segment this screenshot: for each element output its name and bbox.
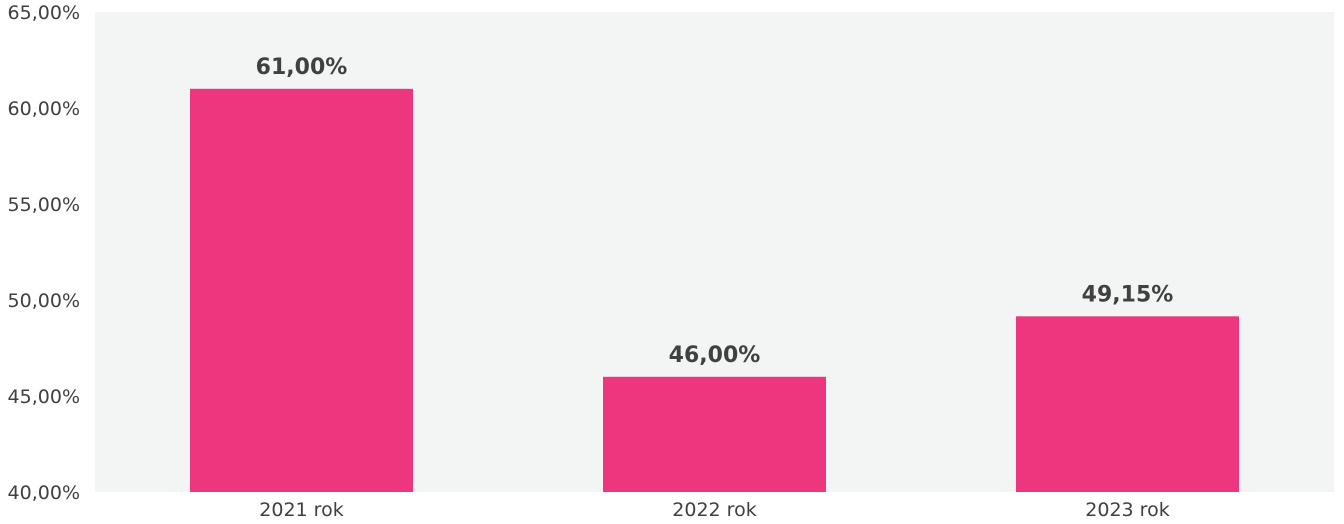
bar-value-label: 61,00% bbox=[256, 55, 348, 80]
x-tick-label: 2023 rok bbox=[1085, 499, 1169, 521]
bar bbox=[603, 376, 826, 492]
x-tick-label: 2022 rok bbox=[672, 499, 756, 521]
y-axis-ticks: 40,00% 45,00% 50,00% 55,00% 60,00% 65,00% bbox=[8, 2, 80, 504]
y-tick-label: 40,00% bbox=[8, 482, 80, 504]
bar bbox=[190, 88, 413, 493]
x-axis-labels: 2021 rok 2022 rok 2023 rok bbox=[259, 499, 1169, 521]
bars bbox=[190, 88, 1239, 493]
y-tick-label: 55,00% bbox=[8, 194, 80, 216]
bar bbox=[1016, 316, 1239, 492]
x-tick-label: 2021 rok bbox=[259, 499, 343, 521]
bar-value-label: 46,00% bbox=[669, 343, 761, 368]
y-tick-label: 65,00% bbox=[8, 2, 80, 24]
y-tick-label: 45,00% bbox=[8, 386, 80, 408]
y-tick-label: 50,00% bbox=[8, 290, 80, 312]
bar-value-label: 49,15% bbox=[1082, 282, 1174, 307]
data-labels: 61,00% 46,00% 49,15% bbox=[256, 55, 1174, 368]
y-tick-label: 60,00% bbox=[8, 98, 80, 120]
